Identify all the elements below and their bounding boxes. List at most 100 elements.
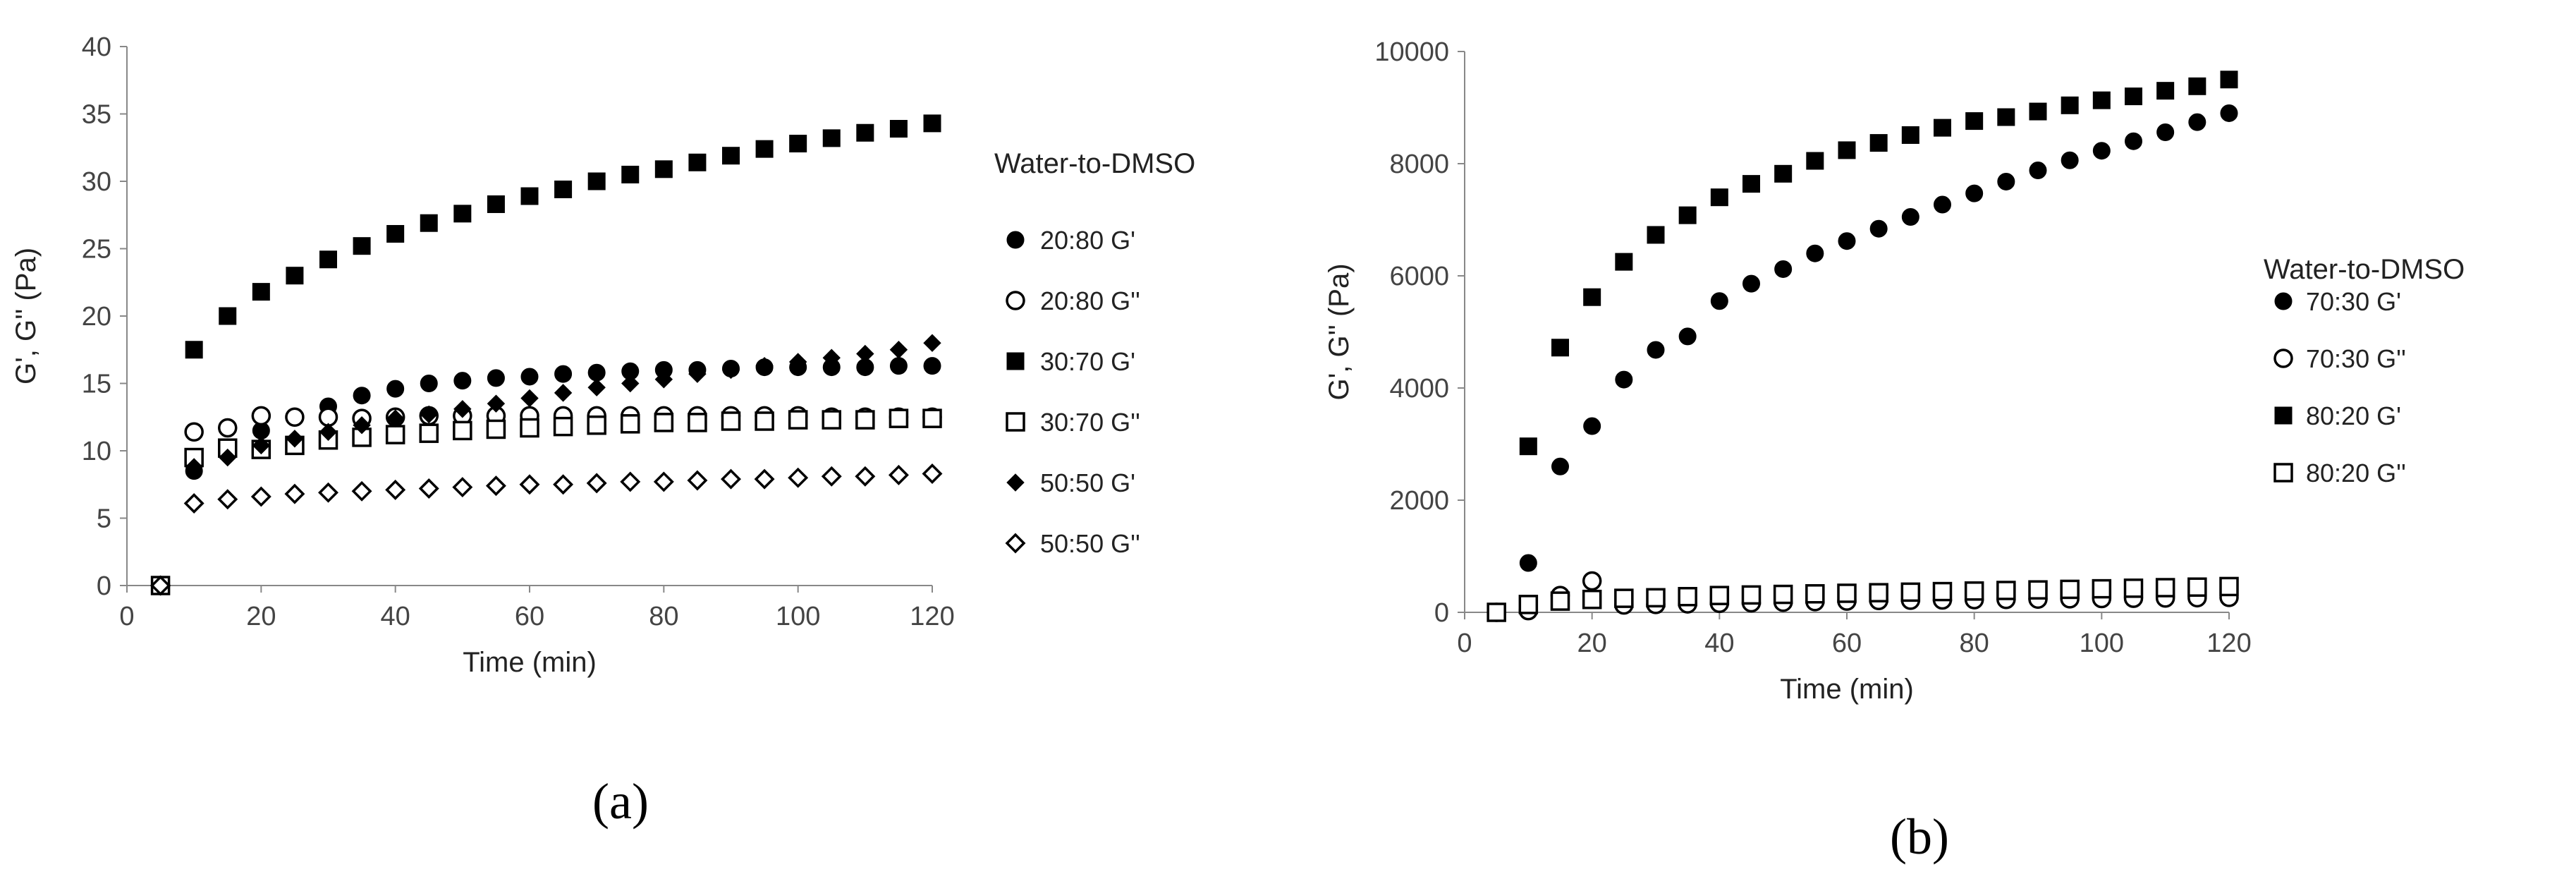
y-tick-label: 0 (97, 571, 111, 601)
data-point (554, 384, 573, 402)
data-point (755, 411, 774, 431)
data-point (386, 224, 405, 243)
y-axis-title: G', G'' (Pa) (1324, 263, 1355, 400)
data-point (2156, 82, 2175, 100)
chart-panel-b: 0 2000 4000 6000 8000 10000 0 20 40 60 80 100 120 Tim… (1324, 37, 2465, 865)
data-point (687, 470, 708, 491)
data-point (554, 180, 573, 198)
y-tick-label: 2000 (1389, 486, 1449, 516)
data-point (353, 387, 371, 405)
legend-entry: 50:50 G'' (1040, 529, 1140, 558)
data-point (1901, 126, 1919, 144)
data-point (453, 205, 472, 223)
data-point (2220, 71, 2238, 89)
x-tick-label: 0 (1457, 629, 1472, 658)
data-point (1519, 554, 1537, 572)
data-point (1774, 260, 1793, 278)
data-point (1710, 188, 1728, 207)
data-point (1774, 164, 1793, 183)
data-point (418, 478, 439, 499)
data-point (1901, 208, 1919, 226)
data-point (1582, 571, 1602, 591)
data-point (688, 365, 707, 383)
data-point (587, 415, 606, 435)
data-point (351, 480, 372, 502)
y-tick-label: 4000 (1389, 374, 1449, 404)
data-point (722, 147, 740, 165)
data-point (1742, 175, 1760, 193)
data-point (621, 414, 640, 434)
data-point (2061, 151, 2079, 169)
data-point (721, 360, 740, 380)
legend-marker (1006, 412, 1025, 432)
data-point (1647, 341, 1665, 359)
data-point (621, 374, 640, 393)
data-point (754, 468, 775, 490)
data-point (386, 380, 405, 398)
x-tick-label: 20 (246, 602, 276, 631)
y-tick-label: 0 (1434, 598, 1449, 628)
legend-marker (1005, 533, 1026, 554)
data-point (856, 123, 874, 142)
data-point (923, 114, 941, 133)
legend-marker (2273, 463, 2293, 483)
data-point (889, 120, 908, 138)
data-point (1678, 327, 1697, 346)
legend-marker (1006, 291, 1025, 310)
legend-title: Water-to-DMSO (2264, 254, 2465, 285)
y-tick-label: 20 (82, 302, 111, 332)
data-point (1614, 588, 1634, 608)
y-tick-label: 30 (82, 167, 111, 197)
data-point (2187, 577, 2207, 597)
data-point (1583, 417, 1601, 435)
data-point (420, 214, 438, 232)
y-tick-label: 6000 (1389, 262, 1449, 291)
x-tick-label: 40 (381, 602, 410, 631)
data-point (788, 410, 808, 430)
data-point (1518, 595, 1539, 614)
data-point (219, 307, 237, 325)
data-point (1997, 172, 2015, 190)
data-point (889, 357, 908, 375)
data-point (185, 341, 203, 359)
y-tick-label: 10000 (1374, 37, 1449, 67)
data-point (1869, 134, 1888, 152)
data-point (923, 334, 941, 352)
data-point (252, 283, 270, 301)
data-point (1741, 585, 1762, 605)
data-point (284, 483, 305, 504)
data-point (1965, 184, 1984, 202)
data-point (319, 423, 338, 441)
data-point (2060, 579, 2080, 600)
data-point (2092, 578, 2112, 599)
data-point (1996, 581, 2016, 600)
data-point (183, 493, 205, 514)
data-point (520, 368, 539, 386)
data-point (184, 422, 204, 442)
data-point (1710, 292, 1728, 310)
data-point (319, 250, 337, 269)
x-tick-label: 60 (1832, 629, 1862, 658)
legend-entry: 20:80 G'' (1040, 286, 1140, 315)
data-point (1838, 141, 1856, 159)
data-point (1647, 226, 1665, 244)
legend-title: Water-to-DMSO (994, 148, 1195, 179)
legend-marker (2274, 406, 2293, 425)
data-point (789, 135, 807, 153)
data-point (554, 365, 573, 383)
data-point (654, 160, 673, 178)
data-point (1837, 583, 1857, 603)
data-point (822, 129, 841, 147)
data-point (2156, 123, 2175, 141)
series-50-50-g- (151, 334, 941, 595)
data-point (587, 172, 606, 190)
y-tick-label: 25 (82, 235, 111, 265)
x-tick-label: 20 (1577, 629, 1607, 658)
data-point (855, 466, 876, 487)
data-point (1550, 591, 1570, 611)
data-point (487, 394, 506, 413)
data-point (453, 372, 472, 390)
legend-entry: 50:50 G' (1040, 468, 1135, 497)
data-point (252, 436, 271, 455)
